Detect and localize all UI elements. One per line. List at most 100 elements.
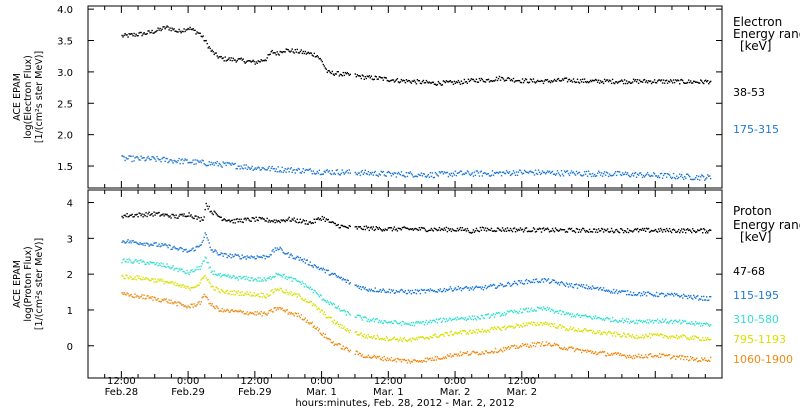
data-point: [379, 338, 381, 340]
data-point: [152, 261, 154, 264]
data-point: [495, 351, 498, 353]
data-point: [482, 352, 485, 355]
data-point: [533, 81, 536, 83]
data-point: [434, 291, 437, 293]
data-point: [230, 293, 232, 296]
data-point: [178, 301, 180, 303]
data-point: [391, 322, 394, 324]
data-point: [528, 171, 531, 173]
data-point: [358, 334, 360, 336]
data-point: [176, 267, 178, 270]
data-point: [447, 175, 450, 178]
data-point: [405, 79, 408, 81]
data-point: [631, 231, 634, 233]
data-point: [136, 294, 138, 297]
data-point: [208, 281, 210, 283]
data-point: [592, 175, 595, 177]
data-point: [394, 358, 397, 360]
data-point: [461, 353, 464, 356]
data-point: [148, 30, 150, 32]
data-point: [338, 343, 340, 345]
data-point: [200, 301, 202, 303]
data-point: [127, 216, 129, 218]
data-point: [403, 80, 406, 82]
data-point: [237, 310, 239, 312]
data-point: [657, 228, 660, 230]
data-point: [325, 68, 327, 70]
data-point: [427, 289, 430, 291]
data-point: [435, 228, 438, 231]
data-point: [189, 249, 191, 252]
data-point: [370, 357, 372, 359]
data-point: [536, 322, 539, 324]
data-point: [621, 290, 624, 292]
data-point: [348, 225, 350, 227]
data-point: [391, 172, 394, 175]
data-point: [356, 74, 358, 76]
data-point: [172, 303, 174, 305]
data-point: [279, 50, 281, 53]
data-point: [401, 320, 404, 323]
data-point: [640, 80, 643, 83]
data-point: [291, 280, 293, 282]
data-point: [192, 271, 194, 273]
data-point: [585, 284, 588, 286]
data-point: [399, 321, 402, 324]
data-point: [517, 79, 520, 82]
data-point: [123, 214, 125, 217]
data-point: [616, 230, 619, 232]
data-point: [317, 172, 319, 174]
data-point: [671, 322, 674, 325]
data-point: [487, 229, 490, 231]
data-point: [532, 310, 535, 312]
data-point: [607, 289, 610, 292]
data-point: [452, 229, 455, 231]
data-point: [303, 286, 305, 288]
data-point: [481, 78, 484, 81]
data-point: [123, 277, 125, 280]
data-point: [185, 248, 187, 251]
data-point: [283, 219, 285, 222]
data-point: [384, 320, 386, 322]
data-point: [518, 326, 521, 328]
data-point: [559, 80, 562, 82]
data-point: [570, 346, 573, 348]
data-point: [504, 285, 507, 287]
data-point: [253, 292, 255, 294]
data-point: [281, 290, 283, 292]
data-point: [480, 170, 483, 172]
data-point: [635, 294, 638, 297]
data-point: [251, 165, 253, 168]
data-point: [687, 81, 689, 84]
data-point: [485, 331, 488, 333]
data-point: [490, 227, 493, 230]
data-point: [389, 359, 392, 361]
data-point: [597, 228, 600, 230]
data-point: [378, 319, 380, 322]
data-point: [131, 33, 133, 35]
data-point: [512, 170, 515, 172]
data-point: [198, 217, 200, 219]
data-point: [171, 280, 173, 283]
data-point: [235, 276, 237, 278]
data-point: [455, 174, 458, 177]
data-point: [323, 311, 325, 313]
data-point: [400, 171, 403, 173]
data-point: [417, 361, 420, 363]
data-point: [266, 277, 268, 280]
data-point: [491, 230, 494, 232]
data-point: [388, 227, 390, 229]
data-point: [673, 81, 676, 84]
data-point: [686, 338, 688, 340]
proton-plot-frame: [87, 189, 723, 379]
data-point: [247, 166, 249, 168]
data-point: [587, 286, 590, 288]
data-point: [436, 336, 439, 339]
data-point: [704, 299, 706, 301]
data-point: [672, 228, 675, 230]
data-point: [415, 228, 418, 230]
data-point: [599, 230, 602, 232]
electron-y-tick-label: 4.0: [57, 5, 73, 16]
data-point: [181, 284, 183, 287]
data-point: [229, 311, 231, 313]
